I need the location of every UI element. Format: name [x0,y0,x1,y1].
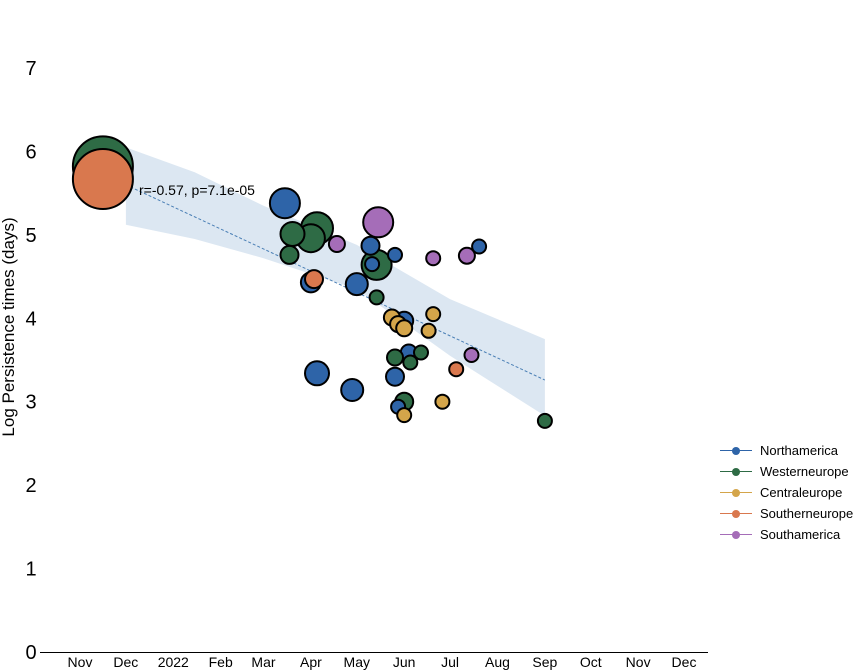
regression-line-layer [125,184,546,381]
x-tick-label: Nov [626,654,651,670]
x-tick-labels: Nov Dec 2022 Feb Mar Apr May Jun Jul Aug Sep Oct Nov… [68,654,697,670]
data-point-southamerica [425,250,442,267]
x-tick-label: Jul [441,654,459,670]
x-tick-label: Oct [580,654,602,670]
data-point-southamerica [463,347,480,363]
data-point-centraleurope [395,319,414,338]
y-axis-label: Log Persistence times (days) [0,217,18,436]
legend-item: Centraleurope [720,482,853,503]
data-point-southerneurope [71,148,134,210]
y-tick-labels: 0 1 2 3 4 5 6 7 [25,58,36,664]
data-point-northamerica [471,238,488,255]
data-point-westerneurope [368,289,385,306]
legend-marker [732,467,740,476]
correlation-annotation: r=-0.57, p=7.1e-05 [139,182,255,198]
legend-label: Southamerica [760,527,841,542]
legend: Northamerica Westerneurope Centraleurope So… [720,440,853,545]
data-point-centraleurope [396,407,413,424]
y-tick-label: 7 [25,58,36,80]
data-point-northamerica [340,378,365,402]
legend-swatch [720,529,752,541]
data-point-southerneurope [304,269,324,290]
data-point-southamerica [457,246,476,265]
legend-swatch [720,445,752,457]
data-point-westerneurope [279,221,306,247]
data-point-southerneurope [448,361,465,378]
x-tick-label: Mar [251,654,275,670]
x-tick-label: Dec [113,654,138,670]
data-point-westerneurope [413,344,429,361]
y-tick-label: 5 [25,225,36,247]
legend-swatch [720,466,752,478]
data-point-northamerica [344,272,369,297]
x-tick-label: Dec [672,654,697,670]
legend-marker [732,530,740,539]
x-tick-label: Jun [393,654,416,670]
data-point-southamerica [362,206,395,239]
x-tick-label: 2022 [158,654,189,670]
x-tick-label: Aug [485,654,510,670]
confidence-band-layer [125,147,545,416]
data-point-northamerica [387,246,403,263]
data-point-southamerica [327,235,346,253]
data-point-northamerica [268,187,301,220]
legend-item: Southerneurope [720,503,853,524]
data-point-northamerica [364,256,381,273]
data-point-northamerica [360,235,381,256]
data-point-westerneurope [536,412,553,429]
data-point-centraleurope [420,322,437,339]
legend-marker [732,509,740,518]
confidence-band [125,147,545,416]
y-tick-label: 2 [25,475,36,497]
legend-label: Westerneurope [760,464,849,479]
data-point-centraleurope [425,306,442,323]
legend-label: Northamerica [760,443,839,458]
legend-swatch [720,508,752,520]
legend-label: Southerneurope [760,506,854,521]
y-tick-label: 3 [25,392,36,414]
data-point-westerneurope [402,354,419,371]
legend-marker [732,488,740,497]
regression-line [125,184,546,381]
data-point-centraleurope [434,393,451,410]
legend-label: Centraleurope [760,485,843,500]
data-points-layer [71,135,553,429]
x-tick-label: Apr [300,654,322,670]
x-tick-label: Sep [532,654,557,670]
data-point-westerneurope [386,348,404,367]
y-tick-label: 0 [25,642,36,664]
data-point-westerneurope [279,244,300,265]
legend-item: Southamerica [720,524,853,545]
legend-item: Westerneurope [720,461,853,482]
y-tick-label: 4 [25,308,36,330]
legend-item: Northamerica [720,440,853,461]
data-point-northamerica [385,366,405,387]
y-tick-label: 1 [25,559,36,581]
legend-marker [732,446,740,455]
legend-swatch [720,487,752,499]
y-tick-label: 6 [25,141,36,163]
x-tick-label: Feb [209,654,233,670]
x-tick-label: May [344,654,370,670]
data-point-northamerica [304,360,330,387]
x-tick-label: Nov [68,654,93,670]
